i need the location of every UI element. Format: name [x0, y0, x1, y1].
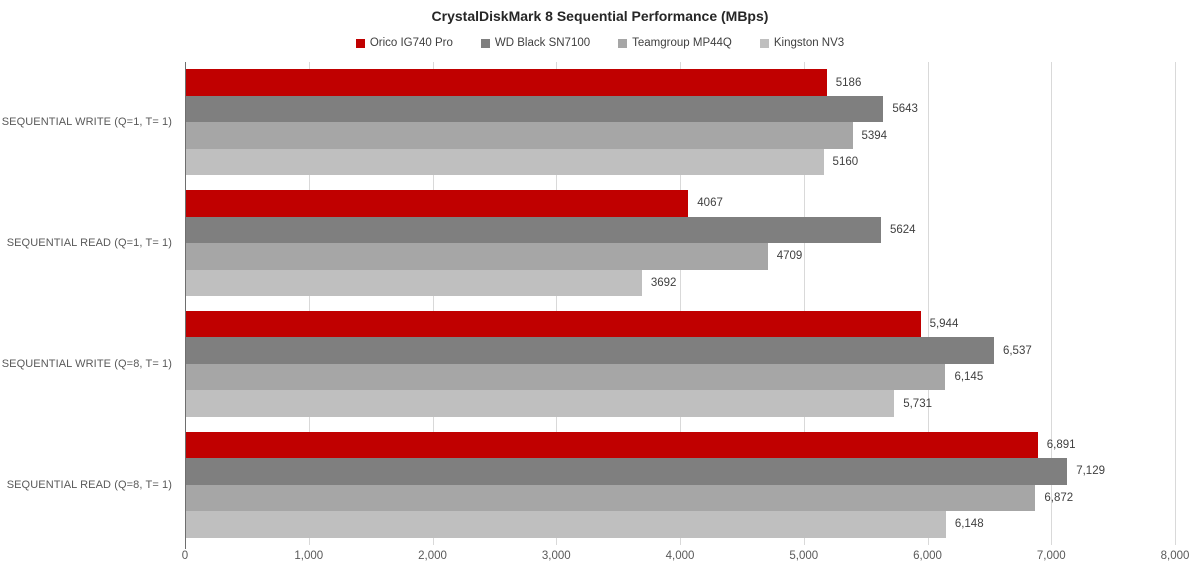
bar-value-label: 6,872 — [1044, 491, 1074, 504]
gridline — [432, 62, 434, 545]
legend-label: Kingston NV3 — [773, 37, 845, 49]
bar-row: 7,129 — [185, 458, 1175, 485]
bar-kingston-nv3 — [185, 390, 895, 417]
x-tick-label: 7,000 — [1036, 550, 1066, 562]
bar-group: 4067 5624 4709 3692 — [185, 183, 1175, 304]
bar-wd-black-sn7100 — [185, 216, 881, 244]
bar-orico-ig740-pro — [185, 69, 827, 96]
bar-row: 5160 — [185, 148, 1175, 176]
chart-title: CrystalDiskMark 8 Sequential Performance… — [431, 8, 769, 24]
bar-row: 4067 — [185, 190, 1175, 217]
x-tick-label: 8,000 — [1160, 550, 1190, 562]
gridline — [1051, 62, 1053, 545]
legend-swatch-icon — [480, 38, 490, 48]
bar-value-label: 4067 — [697, 197, 723, 210]
gridline — [1175, 62, 1176, 545]
bar-row: 6,145 — [185, 363, 1175, 391]
bar-value-label: 7,129 — [1076, 465, 1105, 478]
bar-group: 5,944 6,537 6,145 5,731 — [185, 304, 1175, 425]
bar-groups: 5186 5643 5394 5160 4067 5624 4709 3692 5,944 6,5… — [185, 62, 1175, 545]
bar-value-label: 3692 — [650, 276, 677, 289]
bar-row: 6,537 — [185, 337, 1175, 364]
bar-wd-black-sn7100 — [185, 337, 994, 364]
bar-wd-black-sn7100 — [185, 95, 884, 123]
legend-label: WD Black SN7100 — [494, 37, 591, 49]
x-tick-label: 5,000 — [789, 550, 819, 562]
legend-label: Teamgroup MP44Q — [632, 37, 732, 49]
category-label: SEQUENTIAL WRITE (Q=1, T= 1) — [1, 116, 172, 129]
bar-orico-ig740-pro — [185, 310, 921, 338]
legend-item-1: Orico IG740 Pro — [355, 37, 453, 49]
category-label: SEQUENTIAL WRITE (Q=8, T= 1) — [1, 357, 172, 370]
bar-row: 5624 — [185, 216, 1175, 244]
x-tick-label: 3,000 — [541, 550, 571, 562]
legend-swatch-icon — [759, 38, 769, 48]
chart-legend: Orico IG740 Pro WD Black SN7100 Teamgroup … — [0, 37, 1200, 49]
bar-group: 5186 5643 5394 5160 — [185, 62, 1175, 183]
gridline — [556, 62, 558, 545]
bar-teamgroup-mp44q — [185, 363, 946, 391]
bar-orico-ig740-pro — [185, 190, 689, 217]
bar-row: 5394 — [185, 122, 1175, 149]
bar-kingston-nv3 — [185, 269, 642, 297]
bar-row: 6,872 — [185, 484, 1175, 512]
bar-wd-black-sn7100 — [185, 458, 1068, 485]
bar-kingston-nv3 — [185, 148, 824, 176]
bar-value-label: 5160 — [832, 156, 859, 169]
bar-value-label: 6,537 — [1002, 344, 1032, 357]
bar-row: 5,731 — [185, 390, 1175, 417]
bar-teamgroup-mp44q — [185, 122, 853, 149]
bar-value-label: 6,891 — [1046, 438, 1076, 451]
bar-row: 5643 — [185, 95, 1175, 123]
bar-value-label: 5394 — [861, 129, 888, 142]
bar-row: 6,148 — [185, 511, 1175, 538]
legend-swatch-icon — [355, 38, 365, 48]
bar-value-label: 5,944 — [929, 318, 959, 331]
bar-row: 5,944 — [185, 310, 1175, 338]
x-tick-label: 6,000 — [913, 550, 942, 562]
bar-value-label: 5186 — [835, 76, 862, 89]
bar-value-label: 5,731 — [903, 397, 932, 410]
plot-area: 5186 5643 5394 5160 4067 5624 4709 3692 5,944 6,5… — [185, 62, 1176, 549]
bar-value-label: 6,145 — [954, 371, 984, 384]
legend-item-2: WD Black SN7100 — [480, 37, 591, 49]
gridline — [803, 62, 805, 545]
category-axis: SEQUENTIAL WRITE (Q=1, T= 1) SEQUENTIAL R… — [0, 62, 179, 545]
bar-teamgroup-mp44q — [185, 484, 1036, 512]
gridline — [308, 62, 310, 545]
bar-group: 6,891 7,129 6,872 6,148 — [185, 424, 1175, 545]
category-label: SEQUENTIAL READ (Q=1, T= 1) — [6, 237, 172, 250]
bar-kingston-nv3 — [185, 511, 946, 538]
bar-orico-ig740-pro — [185, 431, 1038, 459]
y-axis-line — [185, 62, 186, 549]
bar-value-label: 6,148 — [954, 518, 984, 531]
legend-swatch-icon — [618, 38, 628, 48]
x-tick-label: 1,000 — [294, 550, 324, 562]
x-tick-label: 0 — [181, 550, 189, 562]
bar-row: 4709 — [185, 243, 1175, 270]
bar-row: 3692 — [185, 269, 1175, 297]
bar-value-label: 5643 — [892, 103, 918, 116]
bar-row: 6,891 — [185, 431, 1175, 459]
gridline — [680, 62, 681, 545]
bar-row: 5186 — [185, 69, 1175, 96]
legend-item-4: Kingston NV3 — [759, 37, 845, 49]
bar-value-label: 5624 — [889, 223, 916, 236]
legend-item-3: Teamgroup MP44Q — [618, 37, 732, 49]
legend-label: Orico IG740 Pro — [369, 37, 453, 49]
value-axis: 0 1,000 2,000 3,000 4,000 5,000 6,000 7,000 8,00… — [181, 550, 1190, 566]
gridline — [927, 62, 929, 545]
x-tick-label: 2,000 — [418, 550, 447, 562]
bar-value-label: 4709 — [776, 250, 803, 263]
category-label: SEQUENTIAL READ (Q=8, T= 1) — [6, 478, 172, 491]
bar-teamgroup-mp44q — [185, 243, 768, 270]
x-tick-label: 4,000 — [665, 550, 695, 562]
